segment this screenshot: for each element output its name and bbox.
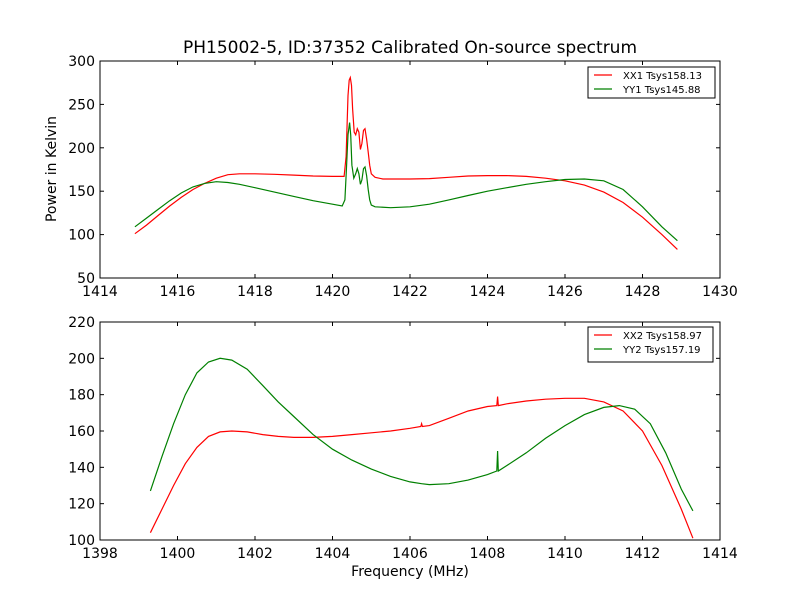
x-tick-label: 1414 (82, 284, 118, 300)
y-tick-label: 300 (68, 54, 95, 70)
plot-top: 1414 1416 1418 1420 1422 1424 1426 1428 1430 50 10… (68, 54, 738, 300)
y-tick-label: 200 (68, 351, 95, 367)
x-tick-label: 1416 (160, 284, 196, 300)
y-tick-label: 180 (68, 388, 95, 404)
plot-bottom: 1398 1400 1402 1404 1406 1408 1410 1412 1414 100 1… (68, 315, 738, 562)
y-tick-label: 120 (68, 497, 95, 513)
x-tick-label: 1412 (625, 546, 661, 562)
x-tick-label: 1402 (237, 546, 273, 562)
legend-box (587, 326, 714, 363)
y-tick-label: 150 (68, 184, 95, 200)
x-tick-label: 1430 (702, 284, 738, 300)
legend: XX1 Tsys158.13 YY1 Tsys145.88 (587, 66, 716, 99)
series-line-1-1 (134, 75, 678, 250)
y-tick-label: 160 (68, 424, 95, 440)
x-tick-label: 1400 (160, 546, 196, 562)
x-tick-label: 1426 (547, 284, 583, 300)
x-tick-label: 1406 (392, 546, 428, 562)
y-tick-label: 220 (68, 315, 95, 331)
legend-label: YY2 Tsys157.19 (622, 345, 701, 356)
x-tick-label: 1408 (470, 546, 506, 562)
x-tick-label: 1424 (470, 284, 506, 300)
series-line-2-2 (149, 357, 694, 512)
x-tick-label: 1428 (625, 284, 661, 300)
series-line-1-2 (134, 122, 678, 242)
x-tick-label: 1410 (547, 546, 583, 562)
y-axis-label-top: Power in Kelvin (44, 116, 60, 222)
legend-label: XX1 Tsys158.13 (623, 71, 702, 82)
x-tick-label: 1422 (392, 284, 428, 300)
x-tick-label: 1404 (315, 546, 351, 562)
series-line-2-1 (149, 396, 694, 539)
y-tick-label: 100 (68, 228, 95, 244)
legend: XX2 Tsys158.97 YY2 Tsys157.19 (587, 326, 714, 363)
x-tick-label: 1414 (702, 546, 738, 562)
y-tick-label: 200 (68, 141, 95, 157)
y-tick-label: 100 (68, 533, 95, 549)
legend-label: YY1 Tsys145.88 (622, 85, 701, 96)
y-tick-label: 140 (68, 460, 95, 476)
legend-label: XX2 Tsys158.97 (623, 331, 702, 342)
x-tick-label: 1420 (315, 284, 351, 300)
y-tick-label: 50 (77, 271, 95, 287)
x-axis-label-bottom: Frequency (MHz) (351, 564, 469, 580)
legend-box (587, 66, 716, 99)
chart-title: PH15002-5, ID:37352 Calibrated On-source… (183, 38, 637, 58)
x-tick-label: 1398 (82, 546, 118, 562)
x-tick-label: 1418 (237, 284, 273, 300)
y-tick-label: 250 (68, 97, 95, 113)
